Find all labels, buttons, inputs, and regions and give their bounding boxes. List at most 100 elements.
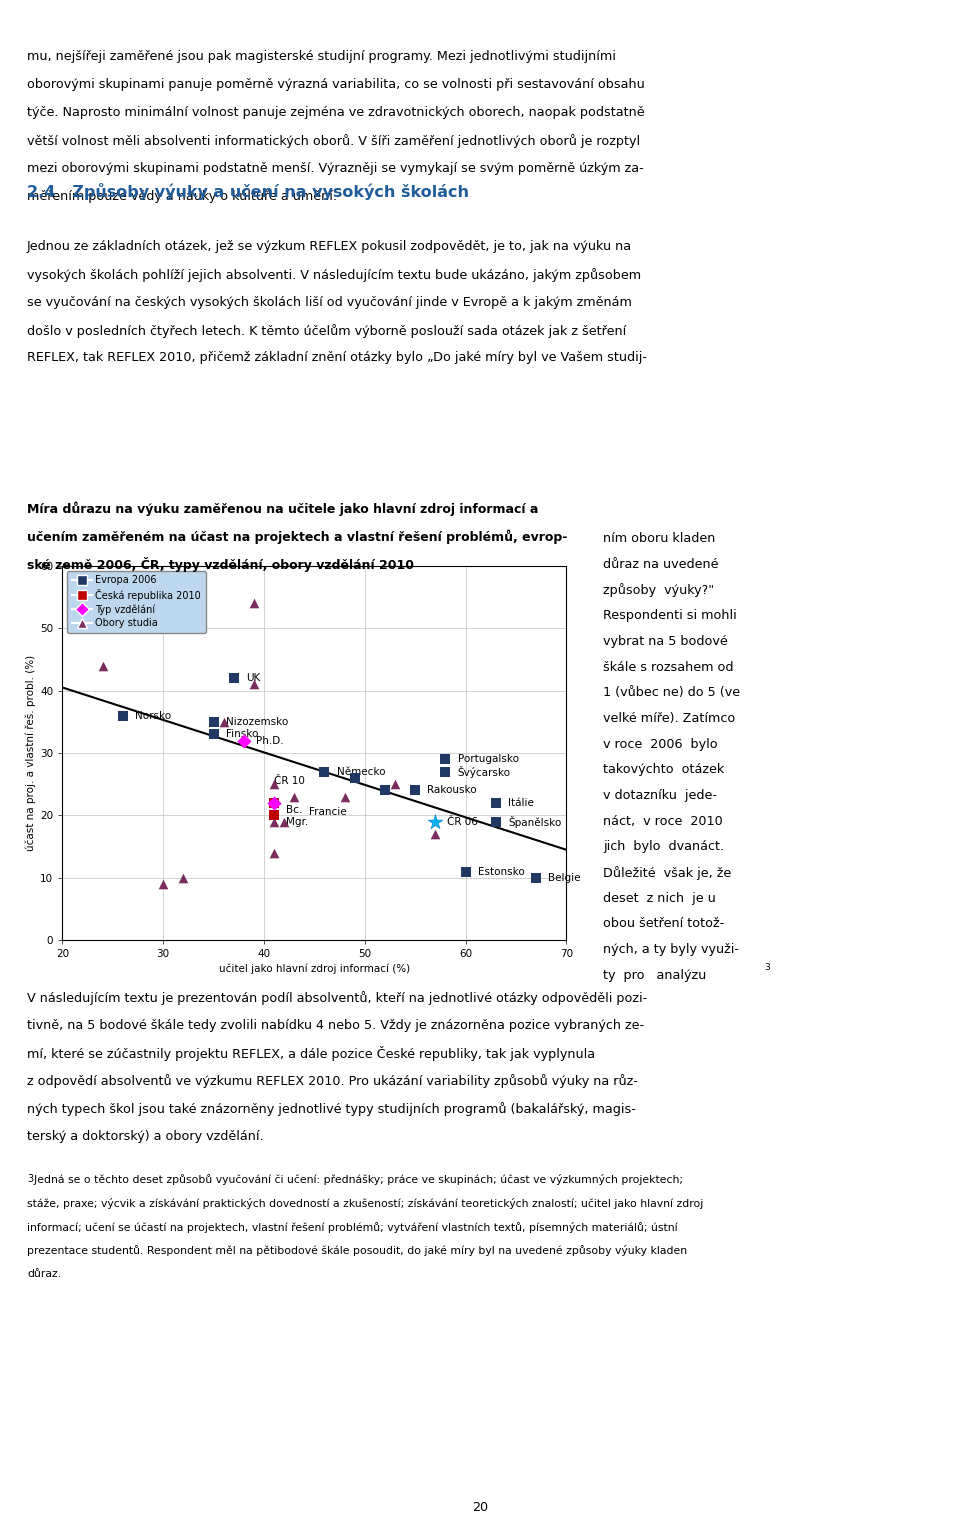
Text: došlo v posledních čtyřech letech. K těmto účelům výborně poslouží sada otázek j: došlo v posledních čtyřech letech. K těm… bbox=[27, 324, 626, 338]
Text: UK: UK bbox=[246, 673, 260, 683]
X-axis label: učitel jako hlavní zdroj informací (%): učitel jako hlavní zdroj informací (%) bbox=[219, 963, 410, 974]
Point bbox=[428, 809, 444, 833]
Text: ním oboru kladen: ním oboru kladen bbox=[603, 532, 715, 546]
Point bbox=[267, 790, 282, 815]
Point bbox=[438, 760, 453, 784]
Text: škále s rozsahem od: škále s rozsahem od bbox=[603, 661, 733, 674]
Text: Španělsko: Španělsko bbox=[508, 815, 562, 827]
Point bbox=[267, 803, 282, 827]
Text: Portugalsko: Portugalsko bbox=[458, 754, 518, 764]
Text: učením zaměřeném na účast na projektech a vlastní řešení problémů, evrop-: učením zaměřeném na účast na projektech … bbox=[27, 529, 567, 544]
Point bbox=[156, 872, 171, 896]
Text: Německo: Německo bbox=[337, 766, 385, 777]
Point bbox=[438, 748, 453, 772]
Text: ČR 06: ČR 06 bbox=[447, 816, 478, 827]
Point bbox=[216, 709, 231, 734]
Point bbox=[267, 790, 282, 815]
Text: větší volnost měli absolventi informatických oborů. V šíři zaměření jednotlivých: větší volnost měli absolventi informatic… bbox=[27, 135, 640, 148]
Point bbox=[276, 809, 292, 833]
Point bbox=[267, 809, 282, 833]
Point bbox=[489, 809, 504, 833]
Point bbox=[206, 709, 222, 734]
Text: v dotazníku  jede-: v dotazníku jede- bbox=[603, 789, 717, 803]
Text: Důležité  však je, že: Důležité však je, že bbox=[603, 865, 732, 881]
Text: vybrat na 5 bodové: vybrat na 5 bodové bbox=[603, 635, 728, 648]
Point bbox=[267, 772, 282, 797]
Point bbox=[115, 703, 131, 728]
Text: velké míře). Zatímco: velké míře). Zatímco bbox=[603, 713, 735, 725]
Point bbox=[337, 784, 352, 809]
Text: Rakousko: Rakousko bbox=[427, 786, 477, 795]
Text: 20: 20 bbox=[472, 1501, 488, 1515]
Text: tivně, na 5 bodové škále tedy zvolili nabídku 4 nebo 5. Vždy je znázorněna pozic: tivně, na 5 bodové škále tedy zvolili na… bbox=[27, 1018, 644, 1032]
Text: mu, nejšířeji zaměřené jsou pak magisterské studijní programy. Mezi jednotlivými: mu, nejšířeji zaměřené jsou pak magister… bbox=[27, 50, 615, 64]
Text: Ph.D.: Ph.D. bbox=[256, 735, 283, 746]
Text: se vyučování na českých vysokých školách liší od vyučování jinde v Evropě a k ja: se vyučování na českých vysokých školách… bbox=[27, 295, 632, 309]
Text: ných typech škol jsou také znázorněny jednotlivé typy studijních programů (bakal: ných typech škol jsou také znázorněny je… bbox=[27, 1102, 636, 1116]
Point bbox=[227, 665, 242, 690]
Text: mí, které se zúčastnily projektu REFLEX, a dále pozice České republiky, tak jak : mí, které se zúčastnily projektu REFLEX,… bbox=[27, 1046, 595, 1061]
Y-axis label: účast na proj. a vlastní řeš. probl. (%): účast na proj. a vlastní řeš. probl. (%) bbox=[26, 654, 36, 852]
Text: Belgie: Belgie bbox=[548, 873, 581, 882]
Text: deset  z nich  je u: deset z nich je u bbox=[603, 891, 715, 905]
Point bbox=[236, 728, 252, 752]
Point bbox=[377, 778, 393, 803]
Text: v roce  2006  bylo: v roce 2006 bylo bbox=[603, 737, 717, 751]
Text: způsoby  výuky?": způsoby výuky?" bbox=[603, 584, 714, 598]
Text: 3: 3 bbox=[764, 963, 770, 971]
Point bbox=[489, 790, 504, 815]
Text: Respondenti si mohli: Respondenti si mohli bbox=[603, 609, 736, 622]
Text: náct,  v roce  2010: náct, v roce 2010 bbox=[603, 815, 723, 827]
Text: Mgr.: Mgr. bbox=[286, 818, 308, 827]
Point bbox=[428, 823, 444, 847]
Point bbox=[348, 766, 363, 790]
Text: terský a doktorský) a obory vzdělání.: terský a doktorský) a obory vzdělání. bbox=[27, 1130, 263, 1144]
Text: jich  bylo  dvanáct.: jich bylo dvanáct. bbox=[603, 841, 724, 853]
Point bbox=[176, 865, 191, 890]
Text: mezi oborovými skupinami podstatně menší. Výrazněji se vymykají se svým poměrně : mezi oborovými skupinami podstatně menší… bbox=[27, 162, 643, 174]
Text: Itálie: Itálie bbox=[508, 798, 534, 807]
Text: stáže, praxe; výcvik a získávání praktických dovedností a zkušeností; získávání : stáže, praxe; výcvik a získávání praktic… bbox=[27, 1199, 703, 1209]
Text: vysokých školách pohlíží jejich absolventi. V následujícím textu bude ukázáno, j: vysokých školách pohlíží jejich absolven… bbox=[27, 268, 641, 281]
Text: Estonsko: Estonsko bbox=[478, 867, 524, 876]
Text: obou šetření totož-: obou šetření totož- bbox=[603, 917, 724, 931]
Point bbox=[286, 784, 301, 809]
Point bbox=[246, 590, 261, 615]
Text: důraz.: důraz. bbox=[27, 1269, 61, 1280]
Text: Jedná se o těchto deset způsobů vyučování či učení: přednášky; práce ve skupinác: Jedná se o těchto deset způsobů vyučován… bbox=[27, 1174, 683, 1185]
Text: týče. Naprosto minimální volnost panuje zejména ve zdravotnických oborech, naopa: týče. Naprosto minimální volnost panuje … bbox=[27, 106, 644, 119]
Text: ČR 10: ČR 10 bbox=[275, 777, 305, 786]
Text: Francie: Francie bbox=[309, 807, 347, 818]
Legend: Evropa 2006, Česká republika 2010, Typ vzdělání, Obory studia: Evropa 2006, Česká republika 2010, Typ v… bbox=[67, 570, 206, 633]
Text: 2.4   Způsoby výuky a učení na vysokých školách: 2.4 Způsoby výuky a učení na vysokých šk… bbox=[27, 183, 468, 200]
Text: oborovými skupinami panuje poměrně výrazná variabilita, co se volnosti při sesta: oborovými skupinami panuje poměrně výraz… bbox=[27, 78, 644, 92]
Text: měřením pouze vědy a nauky o kultuře a umění.: měřením pouze vědy a nauky o kultuře a u… bbox=[27, 190, 337, 203]
Point bbox=[267, 841, 282, 865]
Point bbox=[408, 778, 423, 803]
Text: ty  pro   analýzu: ty pro analýzu bbox=[603, 969, 707, 982]
Text: Nizozemsko: Nizozemsko bbox=[226, 717, 288, 726]
Text: Švýcarsko: Švýcarsko bbox=[458, 766, 511, 778]
Text: Bc.: Bc. bbox=[286, 804, 302, 815]
Point bbox=[388, 772, 403, 797]
Text: z odpovědí absolventů ve výzkumu REFLEX 2010. Pro ukázání variability způsobů vý: z odpovědí absolventů ve výzkumu REFLEX … bbox=[27, 1075, 637, 1089]
Text: V následujícím textu je prezentován podíl absolventů, kteří na jednotlivé otázky: V následujícím textu je prezentován podí… bbox=[27, 991, 647, 1005]
Text: ské země 2006, ČR, typy vzdělání, obory vzdělání 2010: ské země 2006, ČR, typy vzdělání, obory … bbox=[27, 557, 414, 572]
Text: informací; učení se účastí na projektech, vlastní řešení problémů; vytváření vla: informací; učení se účastí na projektech… bbox=[27, 1222, 678, 1232]
Text: Jednou ze základních otázek, jež se výzkum REFLEX pokusil zodpovědět, je to, jak: Jednou ze základních otázek, jež se výzk… bbox=[27, 240, 632, 254]
Text: Míra důrazu na výuku zaměřenou na učitele jako hlavní zdroj informací a: Míra důrazu na výuku zaměřenou na učitel… bbox=[27, 502, 539, 517]
Point bbox=[246, 673, 261, 697]
Text: REFLEX, tak REFLEX 2010, přičemž základní znění otázky bylo „Do jaké míry byl ve: REFLEX, tak REFLEX 2010, přičemž základn… bbox=[27, 352, 647, 364]
Point bbox=[206, 722, 222, 746]
Point bbox=[317, 760, 332, 784]
Text: ných, a ty byly využi-: ných, a ty byly využi- bbox=[603, 943, 739, 956]
Text: Norsko: Norsko bbox=[135, 711, 171, 720]
Text: takovýchto  otázek: takovýchto otázek bbox=[603, 763, 724, 777]
Text: Finsko: Finsko bbox=[226, 729, 258, 740]
Text: 3: 3 bbox=[27, 1174, 33, 1185]
Text: prezentace studentů. Respondent měl na pětibodové škále posoudit, do jaké míry b: prezentace studentů. Respondent měl na p… bbox=[27, 1245, 687, 1257]
Text: 1 (vůbec ne) do 5 (ve: 1 (vůbec ne) do 5 (ve bbox=[603, 687, 740, 699]
Point bbox=[529, 865, 544, 890]
Text: důraz na uvedené: důraz na uvedené bbox=[603, 558, 718, 570]
Point bbox=[95, 653, 110, 677]
